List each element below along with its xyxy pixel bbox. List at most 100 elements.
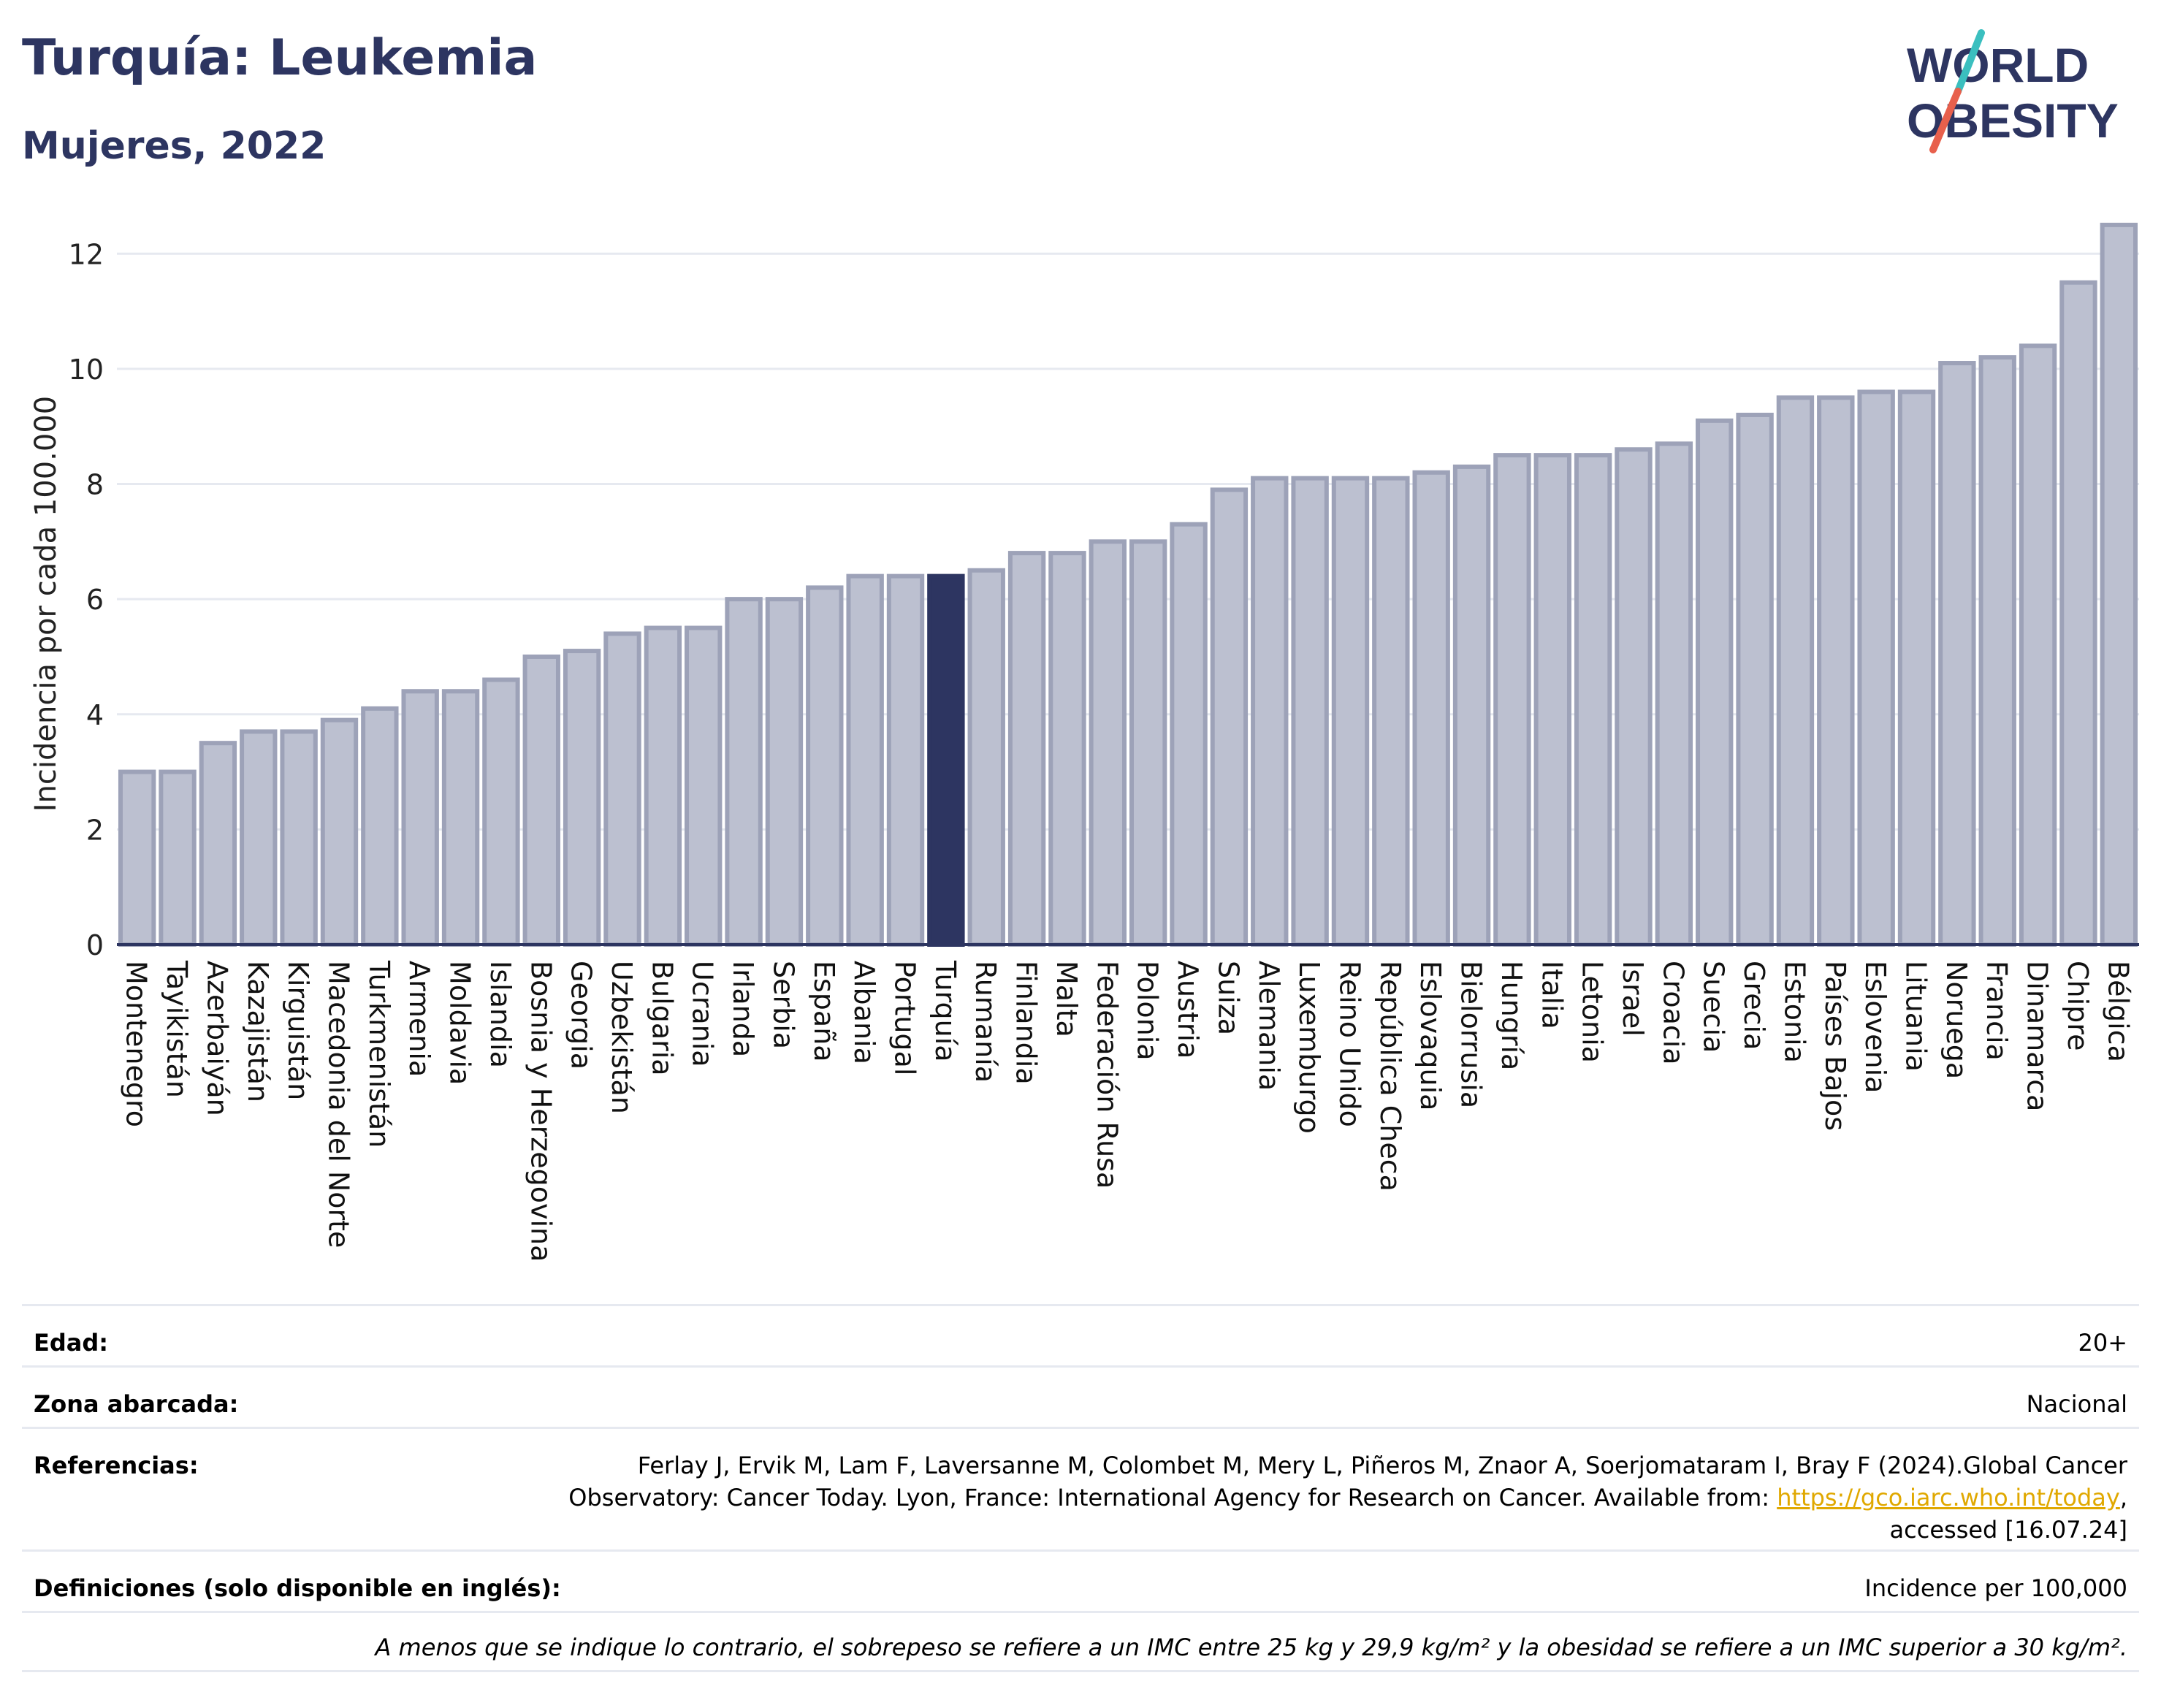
bar: [1089, 539, 1127, 947]
definiciones-label: Definiciones (solo disponible en inglés)…: [34, 1574, 561, 1602]
bar: [1696, 418, 1734, 947]
bar: [1533, 453, 1571, 947]
bar: [441, 689, 480, 947]
ref-line-2: Observatory: Cancer Today. Lyon, France:…: [568, 1484, 1777, 1511]
zona-value: Nacional: [2026, 1390, 2127, 1418]
bar: [2100, 222, 2138, 947]
bar: [2019, 343, 2057, 947]
x-tick-label: Albania: [848, 961, 880, 1064]
edad-value: 20+: [2078, 1329, 2127, 1357]
bar: [1412, 470, 1450, 947]
x-tick-label: Hungría: [1495, 961, 1528, 1070]
bar: [1615, 447, 1653, 947]
y-tick-label: 6: [86, 584, 104, 616]
bar: [522, 654, 560, 947]
bar: [563, 649, 601, 947]
x-tick-label: España: [808, 961, 840, 1062]
x-tick-label: Kirguistán: [282, 961, 314, 1100]
logo-slash-top: [1954, 29, 1985, 95]
x-tick-label: Reino Unido: [1333, 961, 1365, 1127]
x-tick-label: Estonia: [1778, 961, 1810, 1063]
bar: [725, 597, 763, 948]
bar: [361, 706, 399, 948]
x-tick-label: Francia: [1981, 961, 2013, 1061]
definiciones-value: Incidence per 100,000: [1864, 1574, 2127, 1602]
y-tick-label: 0: [86, 929, 104, 961]
x-tick-label: Países Bajos: [1819, 961, 1851, 1131]
x-tick-label: Portugal: [889, 961, 921, 1075]
x-tick-label: Luxemburgo: [1293, 961, 1325, 1134]
x-tick-label: Montenegro: [121, 961, 153, 1127]
ref-line-1: Ferlay J, Ervik M, Lam F, Laversanne M, …: [637, 1452, 2127, 1479]
info-row-edad: Edad: 20+: [22, 1304, 2139, 1365]
x-tick-label: Kazajistán: [242, 961, 274, 1102]
bar: [1210, 487, 1249, 947]
bar: [1452, 464, 1491, 947]
x-tick-label: Irlanda: [727, 961, 759, 1057]
ref-line-3: accessed [16.07.24]: [1889, 1516, 2127, 1544]
ref-link[interactable]: https://gco.iarc.who.int/today: [1777, 1484, 2120, 1511]
y-tick-label: 4: [86, 699, 104, 731]
bar: [1978, 355, 2016, 947]
x-tick-label: Israel: [1617, 961, 1649, 1037]
bar: [644, 625, 682, 947]
x-tick-label: Suecia: [1698, 961, 1730, 1053]
x-tick-label: Finlandia: [1010, 961, 1043, 1085]
bar: [1897, 389, 1936, 947]
bar: [1493, 453, 1531, 947]
ref-line-2-end: ,: [2119, 1484, 2127, 1511]
bar: [806, 585, 844, 948]
chart-subtitle: Mujeres, 2022: [22, 124, 327, 168]
bar: [1372, 476, 1410, 947]
x-tick-label: Croacia: [1657, 961, 1689, 1065]
bar: [1048, 551, 1086, 947]
x-tick-label: Moldavia: [444, 961, 476, 1085]
x-tick-label: República Checa: [1374, 961, 1406, 1192]
x-tick-label: Italia: [1536, 961, 1568, 1029]
bar: [401, 689, 439, 947]
bar: [1736, 412, 1774, 947]
x-tick-label: Malta: [1051, 961, 1083, 1037]
info-row-zona: Zona abarcada: Nacional: [22, 1365, 2139, 1427]
x-tick-label: Lituania: [1900, 961, 1932, 1072]
x-tick-label: Bielorrusia: [1455, 961, 1487, 1108]
info-row-referencias: Referencias: Ferlay J, Ervik M, Lam F, L…: [22, 1427, 2139, 1549]
bar: [280, 729, 318, 948]
x-tick-label: Islandia: [484, 961, 517, 1068]
bar: [765, 597, 804, 948]
x-tick-label: Turquía: [929, 960, 961, 1062]
bar: [1251, 476, 1289, 947]
bar: [199, 741, 237, 948]
x-tick-label: Georgia: [565, 961, 598, 1070]
bar: [1655, 441, 1693, 947]
bar: [1574, 453, 1612, 947]
bar: [482, 677, 520, 947]
bar: [159, 769, 197, 947]
x-tick-label: Federación Rusa: [1091, 961, 1123, 1189]
x-tick-label: Suiza: [1212, 961, 1244, 1035]
x-tick-label: Chipre: [2062, 961, 2094, 1051]
bar: [603, 631, 641, 948]
referencias-value: Ferlay J, Ervik M, Lam F, Laversanne M, …: [568, 1449, 2127, 1546]
bar: [1170, 522, 1208, 947]
zona-label: Zona abarcada:: [34, 1390, 239, 1418]
bar: [1776, 395, 1815, 947]
bar: [1938, 361, 1976, 947]
y-axis-label: Incidencia por cada 100.000: [29, 396, 63, 812]
x-tick-label: Letonia: [1577, 961, 1609, 1063]
bar: [1817, 395, 1855, 947]
bar: [320, 717, 359, 948]
bar-chart: 0 2 4 6 8 10 12 Incidencia por cada 100.000 Mont…: [29, 222, 2139, 1262]
referencias-label: Referencias:: [34, 1452, 199, 1479]
world-obesity-logo: WORLD OBESITY: [1907, 29, 2119, 153]
x-tick-label: Ucrania: [687, 961, 719, 1067]
x-tick-label: Tayikistán: [161, 960, 193, 1098]
x-tick-label: Grecia: [1738, 961, 1770, 1050]
chart-title: Turquía: Leukemia: [22, 29, 538, 87]
x-tick-label: Serbia: [767, 961, 799, 1049]
info-table: Edad: 20+ Zona abarcada: Nacional Refere…: [22, 1304, 2139, 1672]
x-tick-label: Uzbekistán: [606, 961, 638, 1114]
y-tick-label: 8: [86, 469, 104, 501]
bar: [685, 625, 723, 947]
edad-label: Edad:: [34, 1329, 109, 1357]
